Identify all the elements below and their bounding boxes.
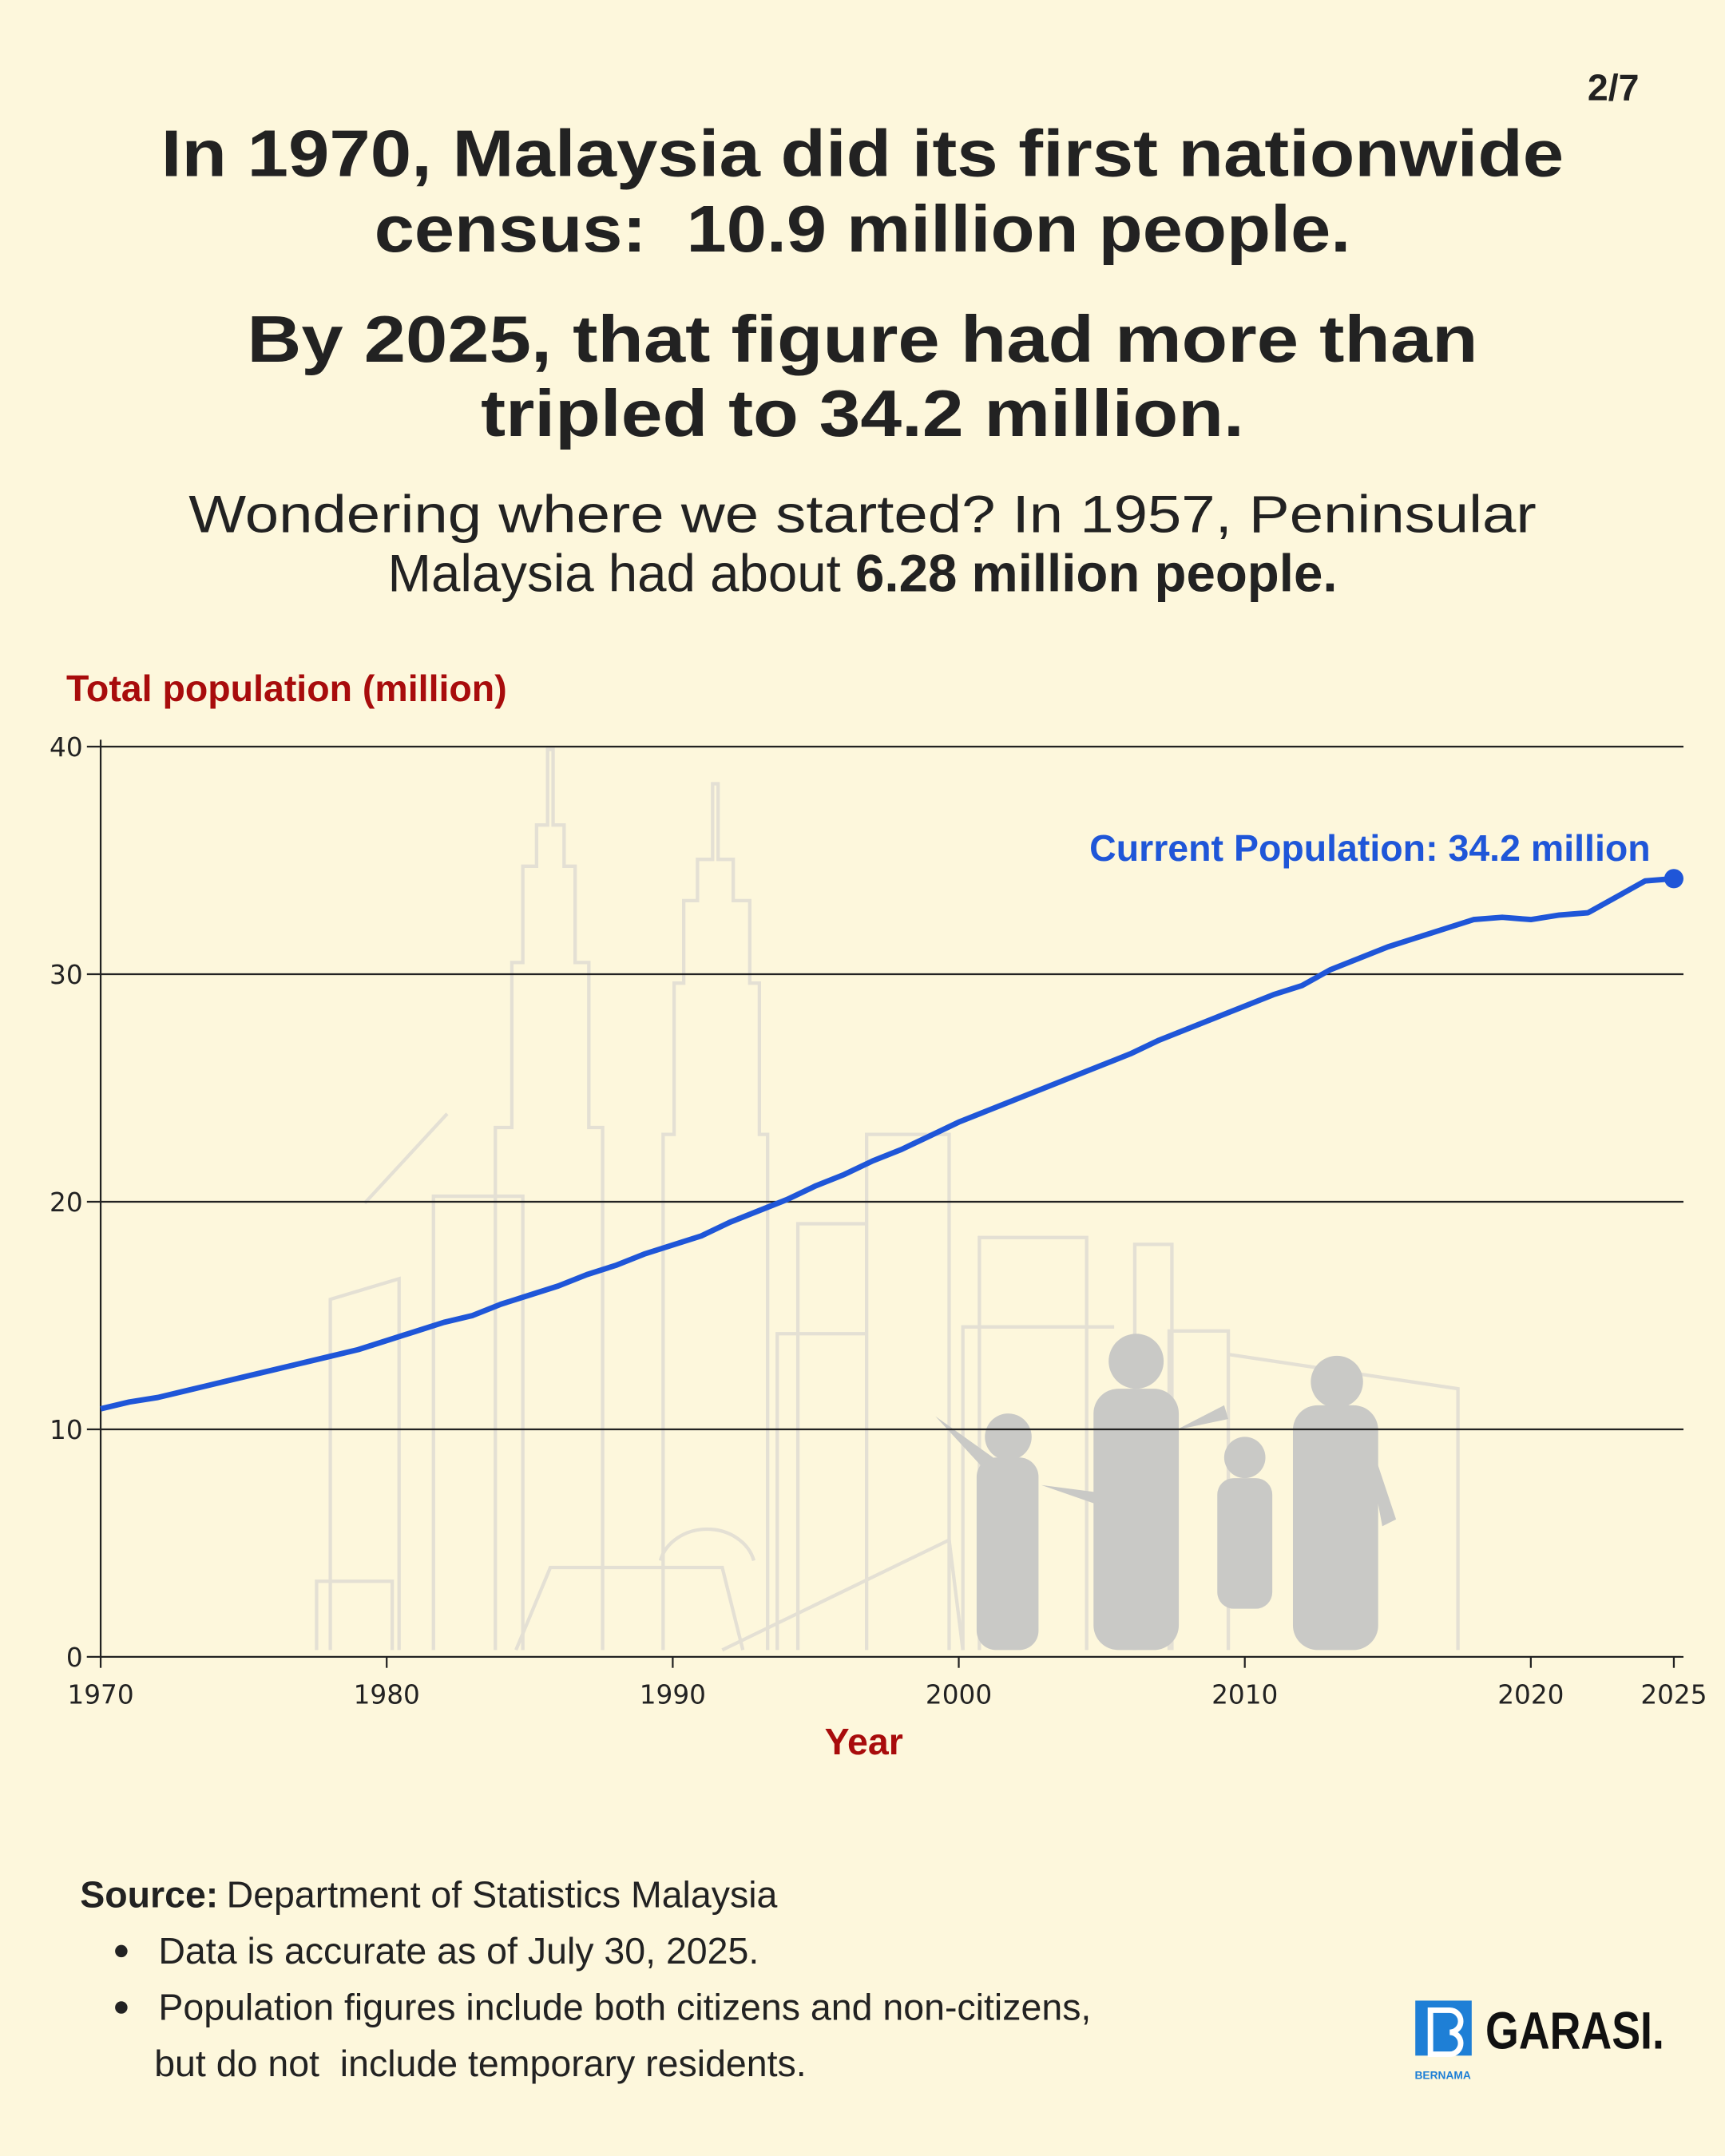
logo-b	[1427, 2007, 1464, 2058]
x-tick-label: 1990	[640, 1679, 706, 1710]
x-tick-label: 2025	[1640, 1679, 1707, 1710]
x-tick-label: 2020	[1497, 1679, 1564, 1710]
logo-sub: BERNAMA	[1414, 2070, 1470, 2082]
notes: Data is accurate as of July 30, 2025. Pop…	[115, 1930, 1091, 2084]
note: Data is accurate as of July 30, 2025.	[158, 1930, 759, 1972]
end-point	[1664, 869, 1683, 889]
y-tick-label: 10	[50, 1415, 83, 1445]
bullet	[115, 1944, 128, 1958]
intro-text: Malaysia had about	[387, 544, 855, 602]
source: Source: Department of Statistics Malaysia	[80, 1873, 777, 1915]
logo-brand: GARASI.	[1485, 2002, 1664, 2060]
family-silhouette	[935, 1334, 1397, 1651]
headline: By 2025, that figure had more than	[247, 302, 1477, 376]
y-tick-label: 30	[50, 960, 83, 990]
annotation: Current Population: 34.2 million	[1089, 827, 1651, 869]
headline: In 1970, Malaysia did its first nationwi…	[161, 116, 1564, 190]
x-tick-label: 2010	[1211, 1679, 1278, 1710]
population-line	[100, 875, 1675, 1412]
intro: Wondering where we started? In 1957, Pen…	[188, 485, 1537, 543]
note: but do not include temporary residents.	[154, 2043, 807, 2084]
note: Population figures include both citizens…	[158, 1987, 1091, 2028]
headline: tripled to 34.2 million.	[481, 376, 1244, 450]
y-axis-label: Total population (million)	[66, 668, 507, 709]
headline: census: 10.9 million people.	[375, 192, 1351, 266]
y-tick-label: 0	[66, 1643, 83, 1673]
logo: BERNAMA GARASI.	[1414, 2000, 1664, 2082]
x-tick-label: 1970	[67, 1679, 133, 1710]
page-number: 2/7	[1588, 67, 1640, 109]
x-tick-label: 2000	[926, 1679, 992, 1710]
intro: Malaysia had about 6.28 million people.	[387, 544, 1337, 602]
bullet	[115, 2001, 128, 2014]
source-text: Department of Statistics Malaysia	[227, 1873, 778, 1915]
x-tick-label: 1980	[354, 1679, 420, 1710]
x-axis-label: Year	[825, 1721, 903, 1762]
intro-bold: 6.28 million people.	[855, 544, 1338, 602]
source-label: Source:	[80, 1873, 218, 1915]
chart: Total population (million) Year 0 10 20 30 4…	[50, 668, 1707, 1762]
skyline-illustration	[315, 747, 1460, 1652]
y-tick-label: 20	[50, 1187, 83, 1218]
y-tick-label: 40	[50, 732, 83, 763]
